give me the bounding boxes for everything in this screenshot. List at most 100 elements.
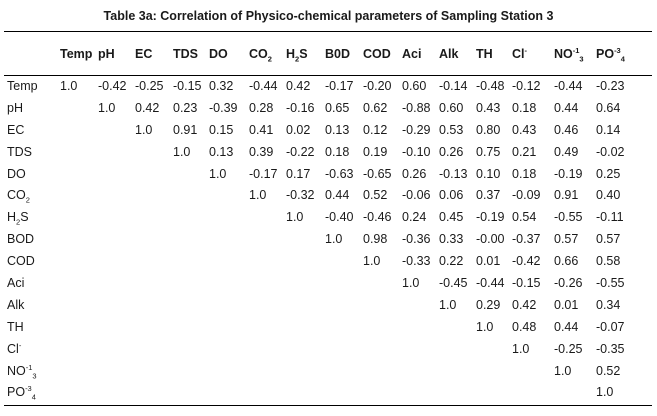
correlation-cell [439, 338, 476, 360]
correlation-cell: -0.16 [286, 100, 315, 115]
correlation-cell [60, 206, 98, 228]
correlation-cell [98, 141, 135, 163]
row-label-alk: Alk [7, 297, 25, 312]
column-header-po4: PO-34 [596, 45, 625, 63]
row-label-aci: Aci [7, 275, 25, 290]
correlation-cell: 0.23 [173, 100, 198, 115]
column-header-co2: CO2 [249, 46, 272, 63]
correlation-cell: 1.0 [249, 188, 267, 203]
correlation-cell: 0.18 [325, 144, 350, 159]
correlation-cell: -0.42 [98, 78, 127, 93]
correlation-cell: -0.15 [173, 78, 202, 93]
table-row: TH 1.0 0.48 0.44 -0.07 [7, 316, 634, 338]
correlation-cell [209, 360, 249, 382]
correlation-cell: -0.37 [512, 232, 541, 247]
correlation-cell [286, 294, 325, 316]
correlation-cell: 0.91 [554, 188, 579, 203]
correlation-cell [209, 184, 249, 206]
correlation-cell: 1.0 [98, 100, 116, 115]
correlation-cell: 0.60 [439, 100, 464, 115]
correlation-cell: 0.18 [512, 166, 537, 181]
correlation-cell [249, 338, 286, 360]
correlation-cell: 0.52 [596, 363, 621, 378]
correlation-cell: 0.42 [135, 100, 160, 115]
correlation-cell: -0.07 [596, 319, 625, 334]
row-label-th: TH [7, 319, 24, 334]
correlation-cell: -0.44 [476, 275, 505, 290]
correlation-cell: 0.53 [439, 122, 464, 137]
correlation-cell: -0.19 [476, 210, 505, 225]
correlation-cell [249, 381, 286, 403]
correlation-cell [209, 381, 249, 403]
correlation-cell [402, 294, 439, 316]
column-header-aci: Aci [402, 46, 422, 61]
correlation-cell: 1.0 [286, 210, 304, 225]
correlation-cell [98, 119, 135, 141]
correlation-cell: -0.09 [512, 188, 541, 203]
correlation-cell: -0.46 [363, 210, 392, 225]
correlation-cell: 0.22 [439, 254, 464, 269]
table-row: pH 1.0 0.42 0.23 -0.39 0.28 -0.16 0.65 0.62 -0.88… [7, 97, 634, 119]
correlation-cell: -0.44 [249, 78, 278, 93]
correlation-cell [60, 294, 98, 316]
row-label-ph: pH [7, 100, 23, 115]
correlation-cell [439, 360, 476, 382]
correlation-cell: -0.06 [402, 188, 431, 203]
correlation-cell [363, 381, 402, 403]
correlation-cell [135, 316, 173, 338]
correlation-cell [135, 360, 173, 382]
column-header-ph: pH [98, 46, 115, 61]
column-header-h2s: H2S [286, 46, 308, 63]
correlation-cell [363, 338, 402, 360]
column-header-no3: NO-13 [554, 45, 584, 63]
correlation-cell [325, 316, 363, 338]
correlation-cell: 0.66 [554, 254, 579, 269]
correlation-cell: 0.44 [554, 319, 579, 334]
correlation-cell [476, 381, 512, 403]
correlation-cell: -0.19 [554, 166, 583, 181]
correlation-cell: -0.14 [439, 78, 468, 93]
correlation-cell: -0.42 [512, 254, 541, 269]
correlation-cell: 1.0 [173, 144, 191, 159]
correlation-cell: 0.13 [209, 144, 234, 159]
correlation-cell [249, 250, 286, 272]
correlation-cell [60, 119, 98, 141]
correlation-cell: 0.34 [596, 297, 621, 312]
row-label-cod: COD [7, 254, 35, 269]
correlation-cell [60, 272, 98, 294]
correlation-cell: 0.65 [325, 100, 350, 115]
correlation-cell [439, 316, 476, 338]
correlation-cell: 0.33 [439, 232, 464, 247]
correlation-cell: 0.14 [596, 122, 621, 137]
row-label-do: DO [7, 166, 26, 181]
correlation-cell: 0.57 [596, 232, 621, 247]
correlation-cell [98, 272, 135, 294]
correlation-cell [173, 338, 209, 360]
correlation-cell: 0.12 [363, 122, 388, 137]
correlation-cell [286, 381, 325, 403]
correlation-cell: 0.01 [476, 254, 501, 269]
correlation-cell: 0.45 [439, 210, 464, 225]
correlation-cell: 1.0 [135, 122, 153, 137]
correlation-cell [135, 163, 173, 185]
correlation-cell [60, 97, 98, 119]
correlation-cell: -0.17 [249, 166, 278, 181]
correlation-cell [98, 381, 135, 403]
table-row: NO-13 1.0 0.52 [7, 360, 634, 382]
correlation-cell [135, 141, 173, 163]
correlation-cell: 1.0 [402, 275, 420, 290]
correlation-cell [402, 381, 439, 403]
table-row: CO2 1.0 -0.32 0.44 0.52 -0.06 0.06 0.37 -0.09 0.9… [7, 184, 634, 206]
correlation-cell [286, 228, 325, 250]
correlation-cell: 1.0 [439, 297, 457, 312]
correlation-cell: 0.44 [554, 100, 579, 115]
table-row: TDS 1.0 0.13 0.39 -0.22 0.18 0.19 -0.10 0.26 0.75… [7, 141, 634, 163]
column-header-alk: Alk [439, 46, 459, 61]
correlation-cell [60, 141, 98, 163]
table-row: COD 1.0 -0.33 0.22 0.01 -0.42 0.66 0.58 [7, 250, 634, 272]
correlation-cell [325, 360, 363, 382]
correlation-cell [98, 338, 135, 360]
correlation-cell: 0.54 [512, 210, 537, 225]
correlation-table: Temp pH EC TDS DO CO2 H2S B0D COD Aci Alk TH Cl- NO-1… [7, 32, 634, 403]
